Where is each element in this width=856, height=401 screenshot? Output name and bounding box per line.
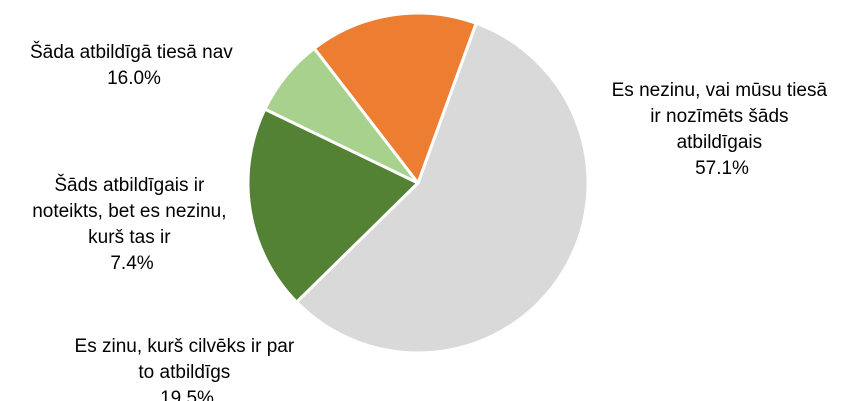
label-line: to atbildīgs — [138, 362, 230, 383]
slice-label-unknown-if-assigned: Es nezinu, vai mūsu tiesā ir nozīmēts šā… — [612, 80, 833, 179]
value-label: 7.4% — [110, 253, 153, 274]
slice-label-know-person: Es zinu, kurš cilvēks ir par to atbildīg… — [75, 336, 300, 401]
label-line: Šāds atbildīgais ir — [54, 174, 205, 196]
label-line: Es zinu, kurš cilvēks ir par — [75, 336, 295, 357]
value-label: 19.5% — [160, 388, 214, 401]
label-line: ir nozīmēts šāds — [650, 106, 788, 127]
label-line: Es nezinu, vai mūsu tiesā — [612, 80, 828, 101]
label-line: Šāda atbildīgā tiesā nav — [30, 41, 233, 63]
label-line: atbildīgais — [677, 132, 763, 153]
value-label: 57.1% — [695, 158, 749, 179]
pie-slice-no-such-person — [312, 11, 478, 185]
slice-label-no-such-person: Šāda atbildīgā tiesā nav 16.0% — [30, 41, 238, 89]
label-line: kurš tas ir — [88, 227, 171, 248]
pie-slice-unknown-if-assigned — [295, 21, 590, 355]
pie-slice-know-person — [246, 107, 420, 304]
label-line: noteikts, bet es nezinu, — [32, 201, 226, 222]
value-label: 16.0% — [107, 68, 161, 89]
slice-label-assigned-unknown-who: Šāds atbildīgais ir noteikts, bet es nez… — [32, 174, 232, 274]
pie-slices — [246, 11, 590, 355]
